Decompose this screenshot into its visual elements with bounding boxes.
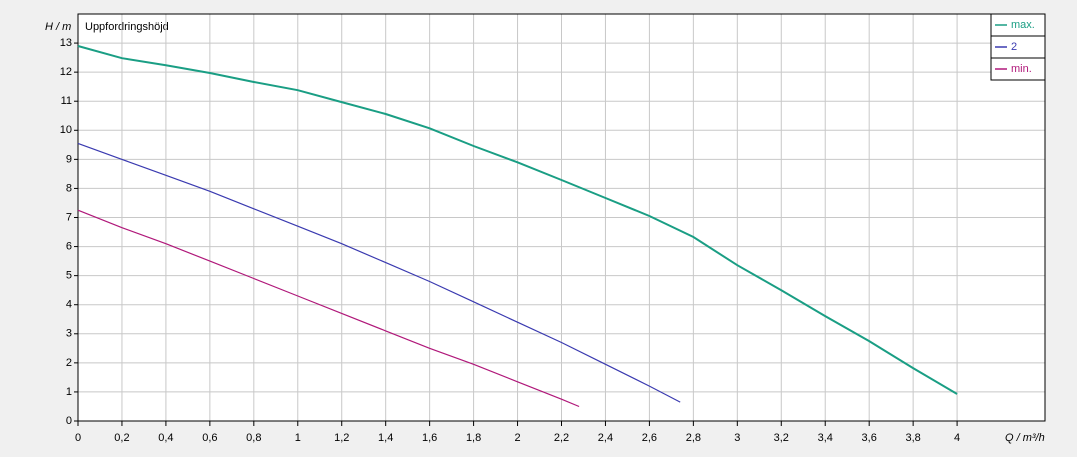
- y-tick-label: 13: [60, 37, 72, 49]
- x-tick-label: 0,4: [158, 432, 173, 444]
- y-tick-label: 8: [66, 182, 72, 194]
- x-tick-label: 0: [75, 432, 81, 444]
- y-tick-label: 5: [66, 270, 72, 282]
- x-tick-label: 1: [295, 432, 301, 444]
- x-tick-label: 3,6: [862, 432, 877, 444]
- legend-label: max.: [1011, 19, 1035, 31]
- x-tick-label: 2,8: [686, 432, 701, 444]
- x-tick-label: 3,2: [774, 432, 789, 444]
- y-tick-label: 12: [60, 66, 72, 78]
- x-tick-label: 1,2: [334, 432, 349, 444]
- legend-label: min.: [1011, 63, 1032, 75]
- x-axis-label: Q / m³/h: [1005, 432, 1045, 444]
- x-tick-label: 1,4: [378, 432, 393, 444]
- legend-label: 2: [1011, 41, 1017, 53]
- y-tick-label: 0: [66, 415, 72, 427]
- x-tick-label: 3,4: [818, 432, 833, 444]
- y-tick-label: 11: [61, 95, 72, 107]
- y-tick-label: 2: [66, 357, 72, 369]
- series-line: [77, 209, 580, 408]
- x-tick-label: 2: [514, 432, 520, 444]
- plot-border: [77, 13, 1046, 422]
- y-axis-label: H / m: [45, 21, 71, 33]
- y-tick-label: 1: [66, 386, 72, 398]
- y-tick-label: 7: [66, 211, 72, 223]
- series-line: [77, 45, 958, 395]
- x-tick-label: 3,8: [905, 432, 920, 444]
- x-tick-label: 0,6: [202, 432, 217, 444]
- x-tick-label: 0,8: [246, 432, 261, 444]
- x-tick-label: 4: [954, 432, 960, 444]
- x-tick-label: 0,2: [114, 432, 129, 444]
- legend-box: [990, 57, 1046, 81]
- x-tick-label: 2,6: [642, 432, 657, 444]
- x-tick-label: 2,2: [554, 432, 569, 444]
- y-tick-label: 9: [66, 153, 72, 165]
- x-tick-label: 3: [734, 432, 740, 444]
- y-tick-label: 6: [66, 240, 72, 252]
- x-tick-label: 1,8: [466, 432, 481, 444]
- series-line: [77, 142, 681, 403]
- annotation: Uppfordringshöjd: [85, 21, 169, 33]
- x-tick-label: 1,6: [422, 432, 437, 444]
- y-tick-label: 10: [60, 124, 72, 136]
- y-tick-label: 3: [66, 328, 72, 340]
- x-tick-label: 2,4: [598, 432, 613, 444]
- y-tick-label: 4: [66, 299, 72, 311]
